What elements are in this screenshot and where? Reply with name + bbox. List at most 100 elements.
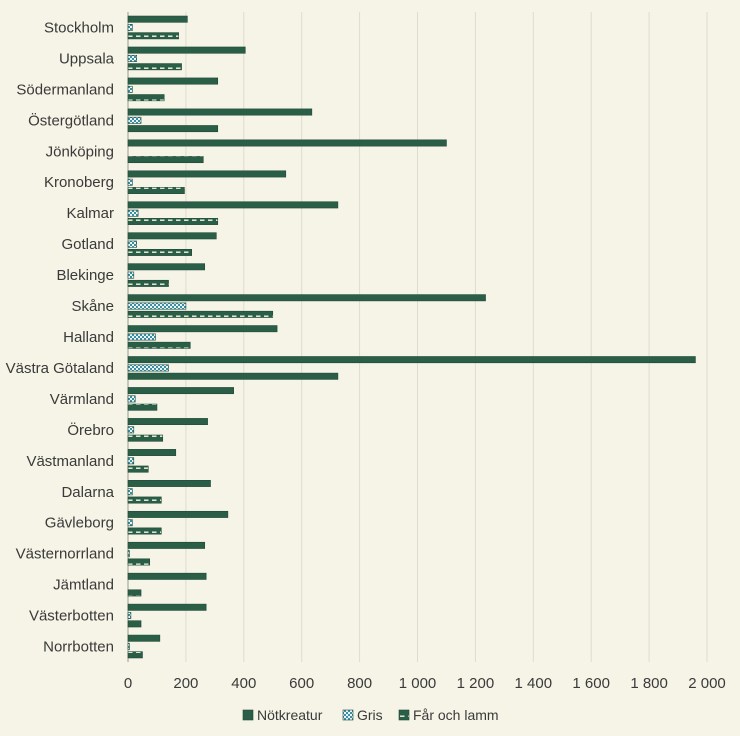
bar-notkreatur xyxy=(127,510,229,518)
legend-label: Gris xyxy=(357,707,383,723)
category-label: Gävleborg xyxy=(45,515,114,532)
bar-notkreatur xyxy=(127,46,246,54)
bar-notkreatur xyxy=(127,232,217,240)
category-label: Skåne xyxy=(71,298,114,315)
category-label: Uppsala xyxy=(59,50,115,67)
bar-far-och-lamm xyxy=(127,248,192,256)
legend-swatch xyxy=(398,709,410,721)
category-label: Västmanland xyxy=(26,453,114,470)
x-tick-label: 1 600 xyxy=(572,675,610,692)
category-label: Jämtland xyxy=(53,577,114,594)
bar-far-och-lamm xyxy=(127,465,149,473)
bar-far-och-lamm xyxy=(127,32,179,40)
category-label: Västerbotten xyxy=(29,608,114,625)
bar-notkreatur xyxy=(127,170,287,178)
category-label: Stockholm xyxy=(44,19,114,36)
bar-notkreatur xyxy=(127,15,188,23)
legend-notkreatur: Nötkreatur xyxy=(242,707,323,723)
legend-swatch xyxy=(342,709,354,721)
bar-notkreatur xyxy=(127,325,278,333)
bar-gris xyxy=(127,364,169,372)
bar-far-och-lamm xyxy=(127,620,142,628)
bar-gris xyxy=(127,178,133,186)
bar-notkreatur xyxy=(127,603,207,611)
bar-far-och-lamm xyxy=(127,279,169,287)
bar-gris xyxy=(127,395,136,403)
bar-far-och-lamm xyxy=(127,187,185,194)
x-tick-label: 1 200 xyxy=(457,675,495,692)
bar-far-och-lamm xyxy=(127,125,219,133)
x-tick-label: 1 400 xyxy=(515,675,553,692)
gridlines xyxy=(127,12,708,662)
bar-far-och-lamm xyxy=(127,651,143,659)
x-tick-label: 600 xyxy=(289,675,314,692)
bar-notkreatur xyxy=(127,480,211,487)
bar-gris xyxy=(127,116,142,124)
bar-notkreatur xyxy=(127,449,177,456)
bar-notkreatur xyxy=(127,263,206,271)
category-label: Kalmar xyxy=(66,205,114,222)
bar-far-och-lamm xyxy=(127,434,164,442)
bar-gris xyxy=(127,643,130,650)
bar-far-och-lamm xyxy=(127,558,151,566)
bar-notkreatur xyxy=(127,108,313,116)
bar-gris xyxy=(127,240,137,248)
bar-far-och-lamm xyxy=(127,527,162,535)
legend-swatch xyxy=(242,709,254,721)
bar-far-och-lamm xyxy=(127,589,142,597)
category-label: Västernorrland xyxy=(16,546,114,563)
category-label: Blekinge xyxy=(56,267,114,284)
bar-gris xyxy=(127,85,133,93)
bar-far-och-lamm xyxy=(127,310,274,318)
bar-far-och-lamm xyxy=(127,156,204,164)
x-tick-label: 2 000 xyxy=(688,675,726,692)
bar-gris xyxy=(127,271,135,279)
category-label: Dalarna xyxy=(61,484,114,501)
bar-gris xyxy=(127,457,135,465)
bar-notkreatur xyxy=(127,294,486,302)
bar-gris xyxy=(127,54,137,62)
bar-notkreatur xyxy=(127,572,207,580)
bar-far-och-lamm xyxy=(127,63,182,71)
bar-gris xyxy=(127,302,187,310)
bar-far-och-lamm xyxy=(127,341,191,349)
bar-far-och-lamm xyxy=(127,372,339,380)
bar-far-och-lamm xyxy=(127,496,162,504)
x-tick-label: 800 xyxy=(347,675,372,692)
category-labels: Stockholm Uppsala Södermanland Östergötland… xyxy=(6,19,115,655)
bar-notkreatur xyxy=(127,139,447,147)
x-tick-label: 1 800 xyxy=(630,675,668,692)
bar-notkreatur xyxy=(127,77,219,85)
legend: Nötkreatur Gris Får och lamm xyxy=(242,707,499,723)
bar-notkreatur xyxy=(127,418,208,426)
category-label: Örebro xyxy=(67,421,114,439)
x-tick-label: 1 000 xyxy=(399,675,437,692)
bar-far-och-lamm xyxy=(127,218,219,225)
category-label: Östergötland xyxy=(28,111,114,129)
bar-gris xyxy=(127,209,139,217)
bar-gris xyxy=(127,519,133,527)
bars xyxy=(127,15,696,659)
category-label: Södermanland xyxy=(16,81,114,98)
bar-notkreatur xyxy=(127,634,161,642)
x-tick-label: 400 xyxy=(231,675,256,692)
bar-gris xyxy=(127,24,133,31)
legend-gris: Gris xyxy=(342,707,383,723)
category-label: Västra Götaland xyxy=(6,360,114,377)
bar-far-och-lamm xyxy=(127,403,158,411)
legend-far-och-lamm: Får och lamm xyxy=(398,707,499,723)
category-label: Kronoberg xyxy=(44,174,114,191)
bar-notkreatur xyxy=(127,201,339,209)
bar-notkreatur xyxy=(127,387,234,395)
category-label: Norrbotten xyxy=(43,639,114,656)
category-label: Gotland xyxy=(61,236,114,253)
bar-far-och-lamm xyxy=(127,94,165,102)
legend-label: Nötkreatur xyxy=(257,707,323,723)
bar-gris xyxy=(127,550,130,558)
category-label: Värmland xyxy=(50,391,114,408)
bar-gris xyxy=(127,488,133,496)
x-tick-labels: 0 200 400 600 800 1 000 1 200 1 400 1 600 1 800 2 … xyxy=(124,675,726,692)
bar-gris xyxy=(127,333,156,341)
category-label: Jönköping xyxy=(46,143,114,160)
